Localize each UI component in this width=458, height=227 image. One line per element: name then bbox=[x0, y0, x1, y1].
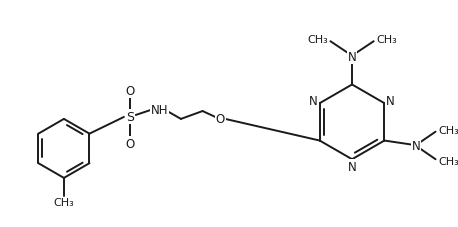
Text: CH₃: CH₃ bbox=[54, 198, 74, 207]
Text: N: N bbox=[348, 51, 356, 64]
Text: CH₃: CH₃ bbox=[307, 35, 328, 45]
Text: N: N bbox=[348, 160, 356, 173]
Text: CH₃: CH₃ bbox=[438, 125, 458, 135]
Text: N: N bbox=[386, 95, 395, 108]
Text: CH₃: CH₃ bbox=[376, 35, 397, 45]
Text: N: N bbox=[309, 95, 318, 108]
Text: O: O bbox=[216, 113, 225, 126]
Text: O: O bbox=[125, 84, 135, 97]
Text: S: S bbox=[126, 111, 134, 124]
Text: O: O bbox=[125, 137, 135, 150]
Text: N: N bbox=[411, 139, 420, 152]
Text: NH: NH bbox=[151, 103, 168, 116]
Text: CH₃: CH₃ bbox=[438, 156, 458, 166]
